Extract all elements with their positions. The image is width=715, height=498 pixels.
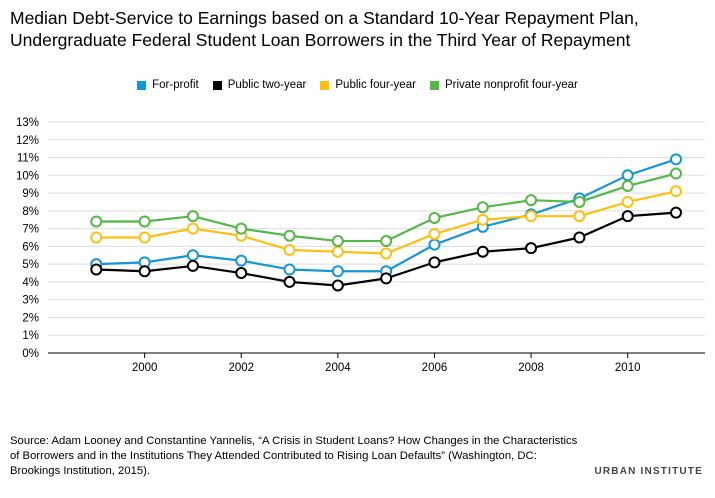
data-point-private-nonprofit-four-year (670, 167, 683, 180)
source-line-3: Brookings Institution, 2015). (10, 465, 151, 477)
legend-label: For-profit (152, 79, 199, 91)
source-line-1: Source: Adam Looney and Constantine Yann… (10, 435, 578, 447)
y-tick-label: 3% (22, 295, 39, 307)
x-tick-label: 2002 (228, 362, 254, 374)
data-point-for-profit (670, 153, 683, 166)
data-point-public-four-year (380, 247, 393, 260)
x-tick-label: 2008 (518, 362, 544, 374)
data-point-public-two-year (525, 242, 538, 255)
x-tick-label: 2006 (422, 362, 448, 374)
legend-item-for-profit: For-profit (137, 79, 199, 91)
data-point-private-nonprofit-four-year (138, 215, 151, 228)
chart-title: Median Debt-Service to Earnings based on… (10, 7, 710, 51)
data-point-public-four-year (476, 213, 489, 226)
y-tick-label: 11% (17, 153, 39, 165)
data-point-public-two-year (476, 245, 489, 258)
y-tick-label: 2% (22, 312, 39, 324)
legend-swatch (212, 80, 222, 90)
data-point-public-two-year (331, 279, 344, 292)
data-point-public-four-year (90, 231, 103, 244)
line-chart: 0% 1% 2% 3% 4% 5% 6% 7% 8% 9% 10% 11% 12% 13% 2000 2002… (16, 117, 705, 374)
data-point-public-two-year (138, 265, 151, 278)
data-point-private-nonprofit-four-year (428, 211, 441, 224)
chart-title-line-2: Undergraduate Federal Student Loan Borro… (10, 30, 631, 50)
data-point-public-two-year (621, 210, 634, 223)
data-point-for-profit (428, 238, 441, 251)
y-tick-label: 6% (22, 241, 39, 253)
data-point-for-profit (186, 249, 199, 262)
legend-label: Private nonprofit four-year (444, 79, 578, 91)
y-tick-label: 5% (22, 259, 39, 271)
data-point-public-two-year (90, 263, 103, 276)
data-point-public-four-year (428, 227, 441, 240)
source-line-2: of Borrowers and in the Institutions The… (10, 450, 537, 462)
data-point-public-two-year (670, 206, 683, 219)
data-point-public-two-year (283, 275, 296, 288)
data-point-for-profit (235, 254, 248, 267)
y-tick-label: 4% (22, 277, 39, 289)
y-tick-label: 1% (22, 330, 39, 342)
data-point-private-nonprofit-four-year (476, 201, 489, 214)
x-tick-label: 2010 (615, 362, 641, 374)
source-note: Source: Adam Looney and Constantine Yann… (10, 434, 590, 479)
y-tick-label: 10% (16, 170, 39, 182)
legend-item-public-four-year: Public four-year (320, 79, 416, 91)
data-point-for-profit (283, 263, 296, 276)
legend-swatch (320, 80, 330, 90)
data-point-private-nonprofit-four-year (331, 235, 344, 248)
data-point-private-nonprofit-four-year (90, 215, 103, 228)
y-tick-label: 9% (22, 188, 39, 200)
data-point-public-four-year (525, 210, 538, 223)
y-tick-label: 8% (22, 206, 39, 218)
y-tick-label: 7% (22, 224, 39, 236)
chart-title-line-1: Median Debt-Service to Earnings based on… (10, 8, 639, 28)
x-tick-label: 2004 (325, 362, 351, 374)
data-point-public-four-year (283, 243, 296, 256)
data-point-private-nonprofit-four-year (235, 222, 248, 235)
data-point-public-four-year (670, 185, 683, 198)
data-point-private-nonprofit-four-year (186, 210, 199, 223)
brand-logo: URBAN INSTITUTE (594, 466, 703, 477)
data-point-private-nonprofit-four-year (621, 179, 634, 192)
legend-label: Public two-year (227, 79, 307, 91)
data-point-public-two-year (186, 259, 199, 272)
legend-label: Public four-year (335, 79, 416, 91)
data-point-for-profit (331, 265, 344, 278)
data-point-public-two-year (380, 272, 393, 285)
chart-legend: For-profit Public two-year Public four-y… (0, 79, 715, 91)
data-point-public-two-year (573, 231, 586, 244)
data-point-public-four-year (621, 195, 634, 208)
legend-swatch (137, 80, 147, 90)
x-tick-label: 2000 (132, 362, 158, 374)
data-point-public-four-year (573, 210, 586, 223)
data-point-private-nonprofit-four-year (283, 229, 296, 242)
y-tick-label: 13% (16, 117, 39, 129)
data-point-public-two-year (428, 256, 441, 269)
data-point-private-nonprofit-four-year (525, 194, 538, 207)
data-point-private-nonprofit-four-year (573, 195, 586, 208)
data-point-public-two-year (235, 267, 248, 280)
data-point-private-nonprofit-four-year (380, 235, 393, 248)
data-point-public-four-year (331, 245, 344, 258)
legend-swatch (429, 80, 439, 90)
data-point-public-four-year (138, 231, 151, 244)
data-point-public-four-year (186, 222, 199, 235)
y-tick-label: 12% (16, 135, 39, 147)
data-point-for-profit (621, 169, 634, 182)
legend-item-private-nonprofit-four-year: Private nonprofit four-year (429, 79, 578, 91)
y-tick-label: 0% (22, 348, 39, 360)
legend-item-public-two-year: Public two-year (212, 79, 307, 91)
